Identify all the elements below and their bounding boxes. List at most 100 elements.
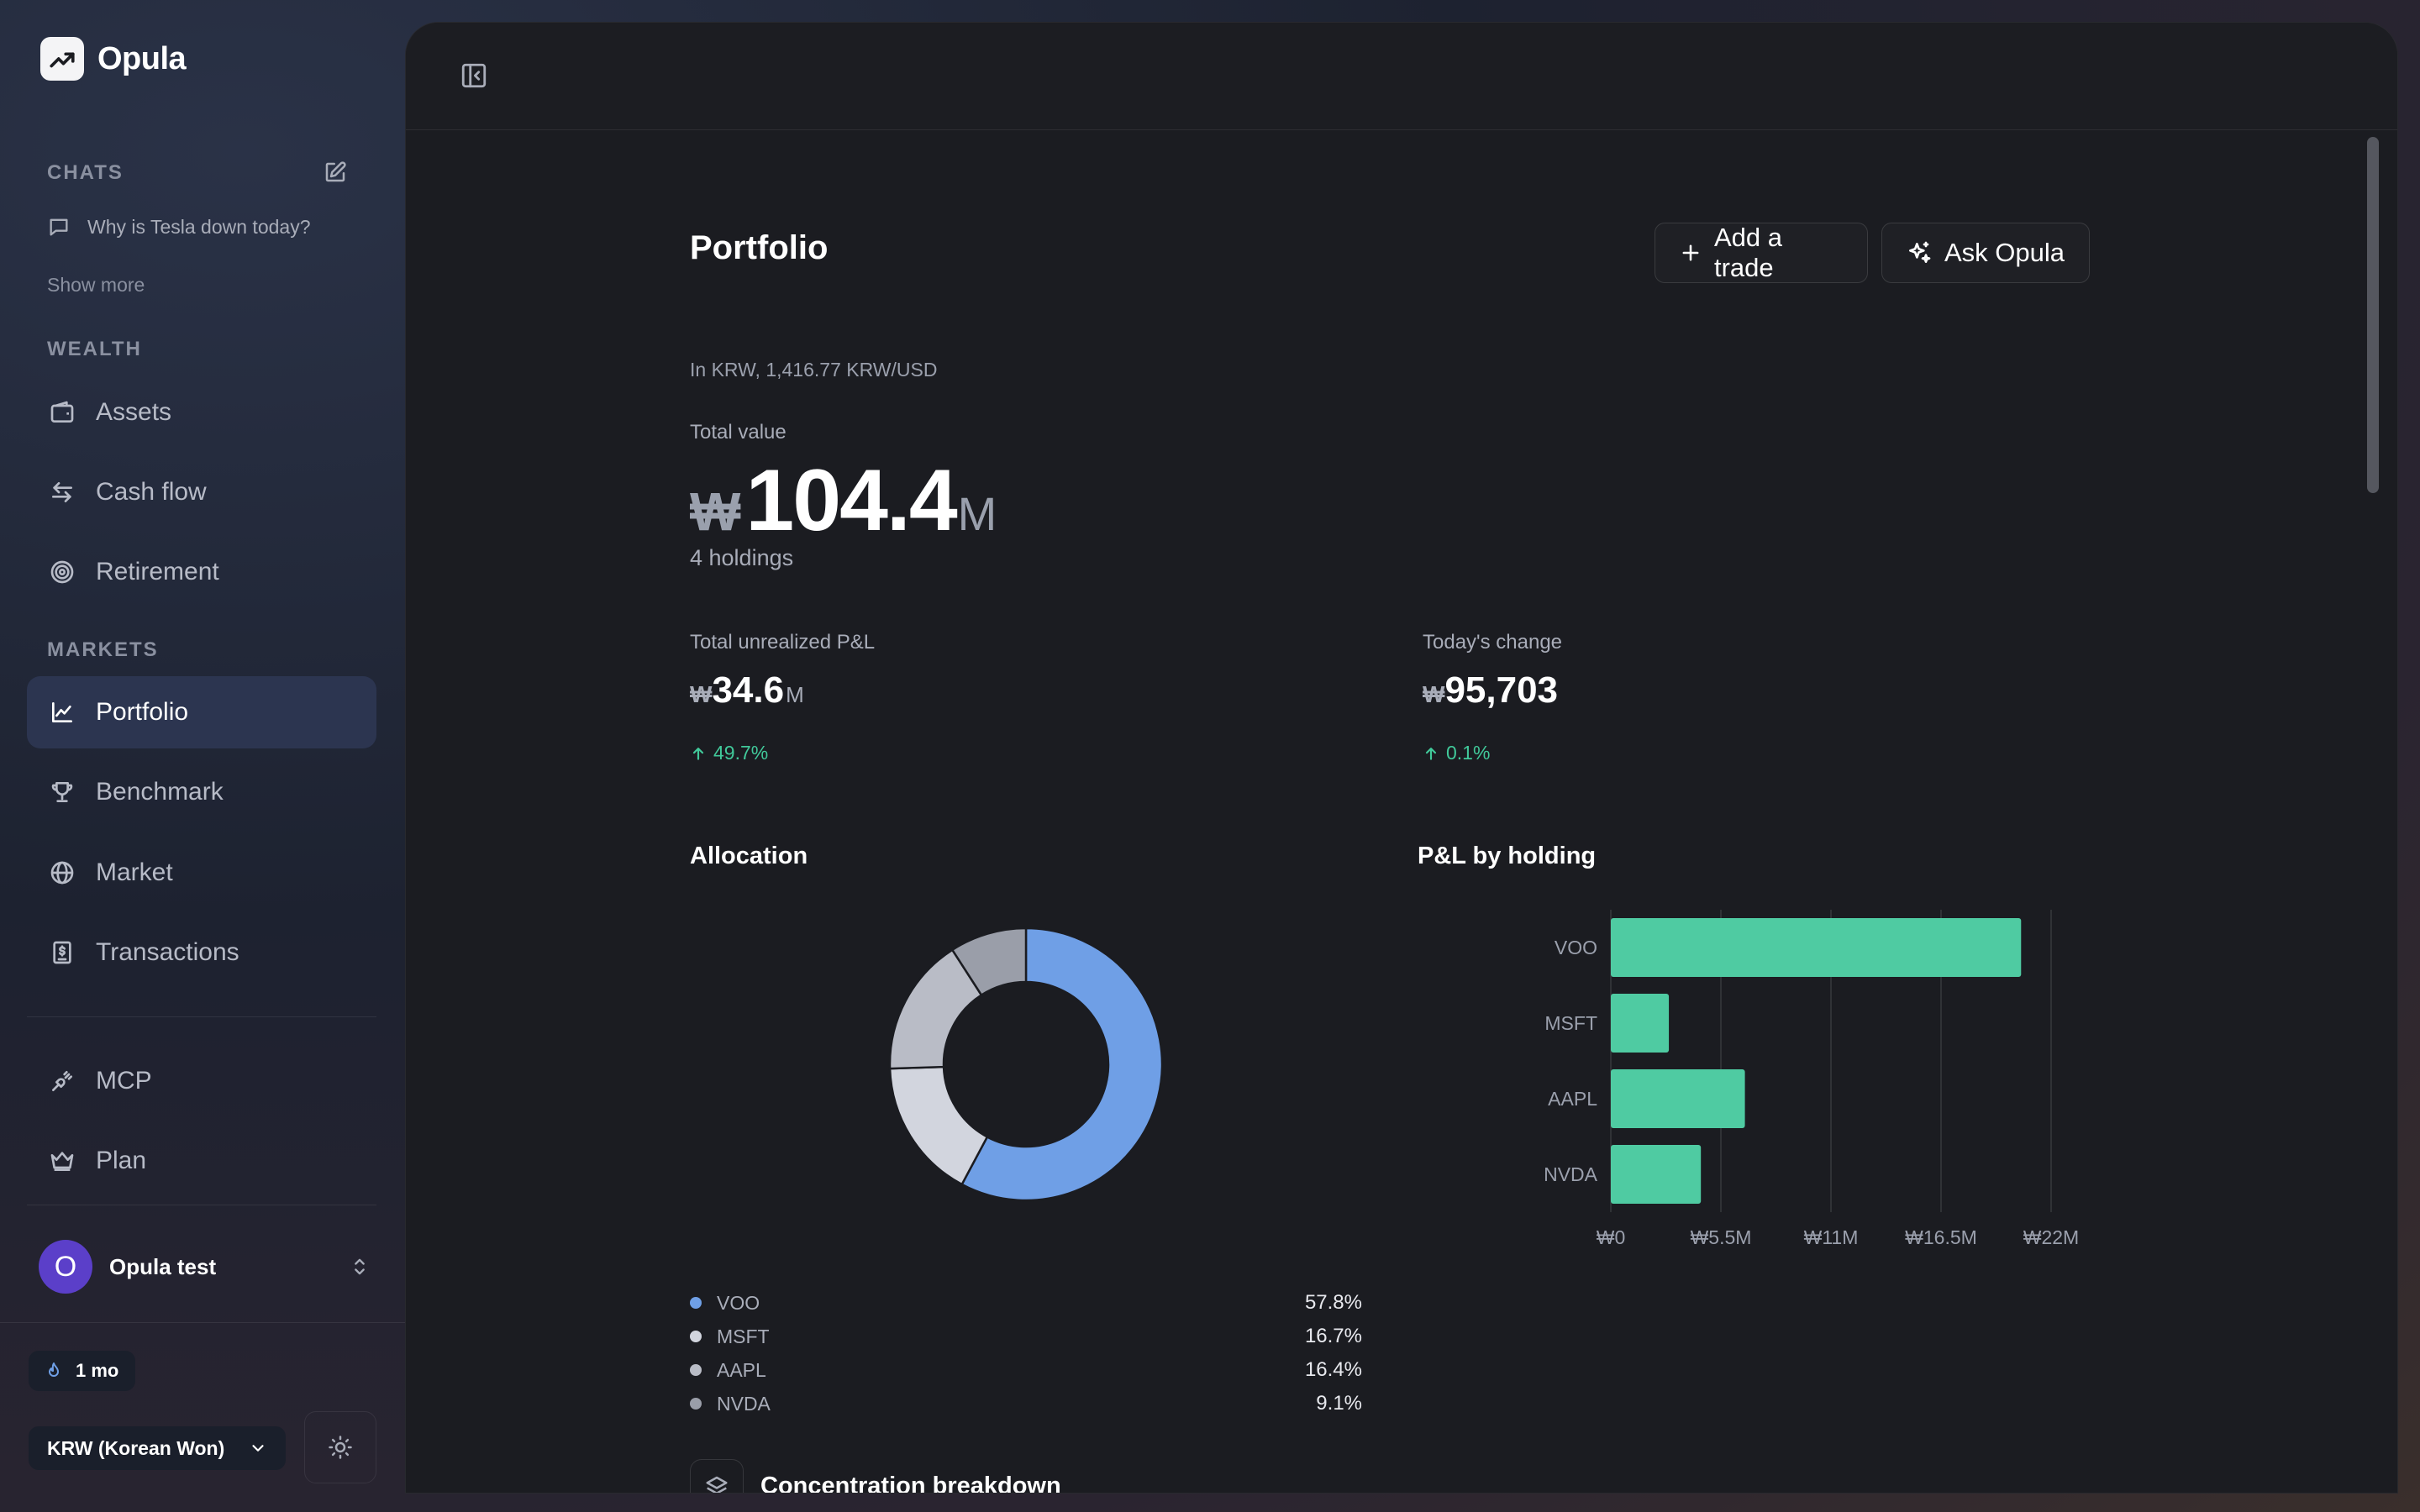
- sidebar-item-label: Transactions: [96, 938, 239, 966]
- sparkles-icon: [1906, 239, 1933, 266]
- chevron-up-down-icon: [348, 1255, 371, 1278]
- show-more-link[interactable]: Show more: [47, 274, 145, 296]
- legend-label: NVDA: [717, 1392, 771, 1415]
- bar-msft[interactable]: [1611, 994, 1670, 1053]
- chats-section-label: CHATS: [47, 161, 124, 184]
- allocation-donut-chart: [888, 927, 1164, 1202]
- globe-icon: [47, 858, 77, 888]
- logo-chart-icon: [40, 37, 84, 81]
- add-trade-label: Add a trade: [1714, 223, 1783, 282]
- sidebar-item-label: Market: [96, 858, 173, 886]
- ask-opula-label: Ask Opula: [1944, 238, 2065, 267]
- todays-change-pct: 0.1%: [1446, 742, 1491, 764]
- sidebar-item-label: Cash flow: [96, 478, 207, 506]
- donut-slice-nvda[interactable]: [950, 927, 1028, 997]
- x-tick-label: ₩5.5M: [1691, 1226, 1752, 1248]
- y-tick-label: MSFT: [1544, 1012, 1597, 1034]
- bar-voo[interactable]: [1611, 918, 2022, 977]
- total-value-unit: M: [957, 487, 997, 540]
- legend-item-voo[interactable]: VOO 57.8%: [690, 1286, 1362, 1320]
- streak-badge[interactable]: 1 mo: [29, 1351, 136, 1391]
- sidebar-item-assets[interactable]: Assets: [27, 376, 376, 449]
- legend-item-nvda[interactable]: NVDA 9.1%: [690, 1387, 1362, 1420]
- flame-icon: [44, 1361, 64, 1381]
- legend-item-aapl[interactable]: AAPL 16.4%: [690, 1353, 1362, 1387]
- crown-icon: [47, 1146, 77, 1176]
- sidebar: Opula CHATS Why is Tesla down today? Sho…: [0, 0, 405, 1512]
- holdings-count: 4 holdings: [690, 545, 794, 570]
- user-menu[interactable]: O Opula test: [39, 1238, 371, 1295]
- currency-select[interactable]: KRW (Korean Won): [29, 1426, 286, 1470]
- sidebar-item-label: Plan: [96, 1147, 147, 1174]
- scrollbar-thumb[interactable]: [2367, 137, 2379, 493]
- ask-opula-button[interactable]: Ask Opula: [1881, 223, 2090, 283]
- sidebar-divider: [27, 1016, 376, 1017]
- arrow-up-icon: [1423, 745, 1439, 762]
- legend-label: MSFT: [717, 1325, 770, 1347]
- app-logo[interactable]: Opula: [40, 37, 187, 81]
- portfolio-content: Portfolio Add a trade Ask Opula In KRW, …: [690, 23, 2102, 1493]
- theme-toggle-button[interactable]: [304, 1411, 376, 1483]
- legend-value: 16.4%: [1304, 1358, 1362, 1381]
- concentration-title: Concentration breakdown: [760, 1472, 1061, 1494]
- pnl-by-holding-title: P&L by holding: [1418, 843, 1597, 869]
- total-value-number: 104.4: [745, 452, 957, 549]
- legend-label: AAPL: [717, 1358, 766, 1381]
- page-title: Portfolio: [690, 229, 829, 266]
- x-tick-label: ₩16.5M: [1905, 1226, 1977, 1248]
- sidebar-item-transactions[interactable]: Transactions: [27, 916, 376, 989]
- sidebar-item-market[interactable]: Market: [27, 837, 376, 909]
- main-panel: Portfolio Add a trade Ask Opula In KRW, …: [405, 22, 2398, 1494]
- legend-dot: [690, 1398, 702, 1410]
- sidebar-item-label: Retirement: [96, 558, 219, 585]
- sidebar-item-label: Portfolio: [96, 698, 189, 726]
- trophy-icon: [47, 777, 77, 807]
- sidebar-divider: [0, 1322, 405, 1323]
- sidebar-item-retirement[interactable]: Retirement: [27, 536, 376, 608]
- legend-item-msft[interactable]: MSFT 16.7%: [690, 1320, 1362, 1353]
- avatar: O: [39, 1240, 92, 1294]
- currency-symbol: ₩: [1423, 681, 1445, 707]
- donut-slice-voo[interactable]: [960, 927, 1164, 1202]
- chat-bubble-icon: [47, 215, 71, 239]
- y-tick-label: VOO: [1555, 937, 1597, 958]
- y-tick-label: AAPL: [1548, 1088, 1597, 1110]
- allocation-legend: VOO 57.8% MSFT 16.7% AAPL 16.4% NVDA 9.1%: [690, 1286, 1362, 1420]
- unrealized-pnl-number: 34.6: [712, 669, 785, 711]
- total-value-label: Total value: [690, 421, 786, 444]
- legend-dot: [690, 1364, 702, 1376]
- new-chat-icon[interactable]: [323, 160, 350, 186]
- sidebar-item-portfolio[interactable]: Portfolio: [27, 676, 376, 748]
- unrealized-pnl-value: ₩ 34.6 M: [690, 669, 804, 711]
- allocation-title: Allocation: [690, 843, 808, 869]
- wealth-section-label: WEALTH: [47, 338, 142, 360]
- unrealized-pnl-pct: 49.7%: [713, 742, 769, 764]
- top-bar: [406, 23, 2397, 130]
- sidebar-item-label: Benchmark: [96, 778, 224, 806]
- wallet-icon: [47, 397, 77, 428]
- markets-section-label: MARKETS: [47, 638, 159, 661]
- streak-label: 1 mo: [76, 1360, 119, 1381]
- bar-aapl[interactable]: [1611, 1069, 1745, 1128]
- legend-label: VOO: [717, 1291, 760, 1314]
- plus-icon: [1679, 241, 1702, 265]
- chat-item[interactable]: Why is Tesla down today?: [47, 215, 311, 239]
- sidebar-item-cash-flow[interactable]: Cash flow: [27, 456, 376, 528]
- add-trade-button[interactable]: Add a trade: [1655, 223, 1868, 283]
- total-value: ₩ 104.4 M: [690, 451, 997, 551]
- bar-nvda[interactable]: [1611, 1145, 1702, 1204]
- todays-change-delta: 0.1%: [1423, 742, 1490, 764]
- todays-change-value: ₩ 95,703: [1423, 669, 1558, 711]
- legend-dot: [690, 1297, 702, 1309]
- app-name: Opula: [97, 40, 187, 76]
- x-tick-label: ₩0: [1597, 1226, 1626, 1248]
- x-tick-label: ₩22M: [2023, 1226, 2079, 1248]
- receipt-dollar-icon: [47, 937, 77, 968]
- sidebar-item-plan[interactable]: Plan: [27, 1125, 376, 1197]
- sidebar-item-mcp[interactable]: MCP: [27, 1045, 376, 1117]
- sidebar-collapse-icon[interactable]: [460, 61, 490, 92]
- chart-line-icon: [47, 697, 77, 727]
- sidebar-item-label: Assets: [96, 398, 172, 426]
- pnl-bar-chart: ₩0 ₩5.5M ₩11M ₩16.5M ₩22M VOO MSFT AAPL NVDA: [1544, 910, 2079, 1248]
- sidebar-item-benchmark[interactable]: Benchmark: [27, 756, 376, 828]
